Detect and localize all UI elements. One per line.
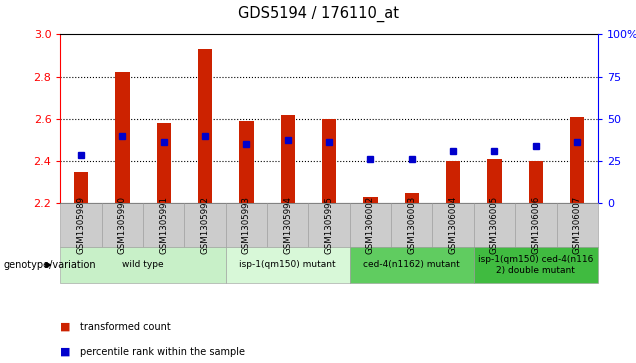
- Text: GSM1306004: GSM1306004: [448, 196, 458, 254]
- Text: isp-1(qm150) ced-4(n116
2) double mutant: isp-1(qm150) ced-4(n116 2) double mutant: [478, 255, 593, 275]
- Text: GSM1305992: GSM1305992: [200, 196, 210, 254]
- Text: GSM1306002: GSM1306002: [366, 196, 375, 254]
- Bar: [156, 123, 171, 203]
- Text: transformed count: transformed count: [80, 322, 170, 332]
- Text: isp-1(qm150) mutant: isp-1(qm150) mutant: [240, 261, 336, 269]
- Text: GSM1305990: GSM1305990: [118, 196, 127, 254]
- Bar: [363, 197, 378, 203]
- Text: percentile rank within the sample: percentile rank within the sample: [80, 347, 244, 357]
- Text: GSM1306005: GSM1306005: [490, 196, 499, 254]
- Text: genotype/variation: genotype/variation: [3, 260, 96, 270]
- Text: GSM1306006: GSM1306006: [531, 196, 541, 254]
- Text: ■: ■: [60, 322, 71, 332]
- Text: GSM1306003: GSM1306003: [407, 196, 417, 254]
- Text: GSM1305994: GSM1305994: [283, 196, 293, 254]
- Bar: [115, 73, 130, 203]
- Text: GDS5194 / 176110_at: GDS5194 / 176110_at: [237, 5, 399, 22]
- Bar: [322, 119, 336, 203]
- Bar: [404, 193, 419, 203]
- Text: ■: ■: [60, 347, 71, 357]
- Text: GSM1305993: GSM1305993: [242, 196, 251, 254]
- Bar: [74, 172, 88, 203]
- Bar: [198, 49, 212, 203]
- Bar: [570, 117, 584, 203]
- Bar: [446, 161, 460, 203]
- Text: GSM1305989: GSM1305989: [76, 196, 86, 254]
- Text: GSM1306007: GSM1306007: [572, 196, 582, 254]
- Bar: [529, 161, 543, 203]
- Text: GSM1305991: GSM1305991: [159, 196, 169, 254]
- Bar: [280, 115, 295, 203]
- Bar: [239, 121, 254, 203]
- Bar: [487, 159, 502, 203]
- Text: ced-4(n1162) mutant: ced-4(n1162) mutant: [363, 261, 460, 269]
- Text: wild type: wild type: [122, 261, 164, 269]
- Text: GSM1305995: GSM1305995: [324, 196, 334, 254]
